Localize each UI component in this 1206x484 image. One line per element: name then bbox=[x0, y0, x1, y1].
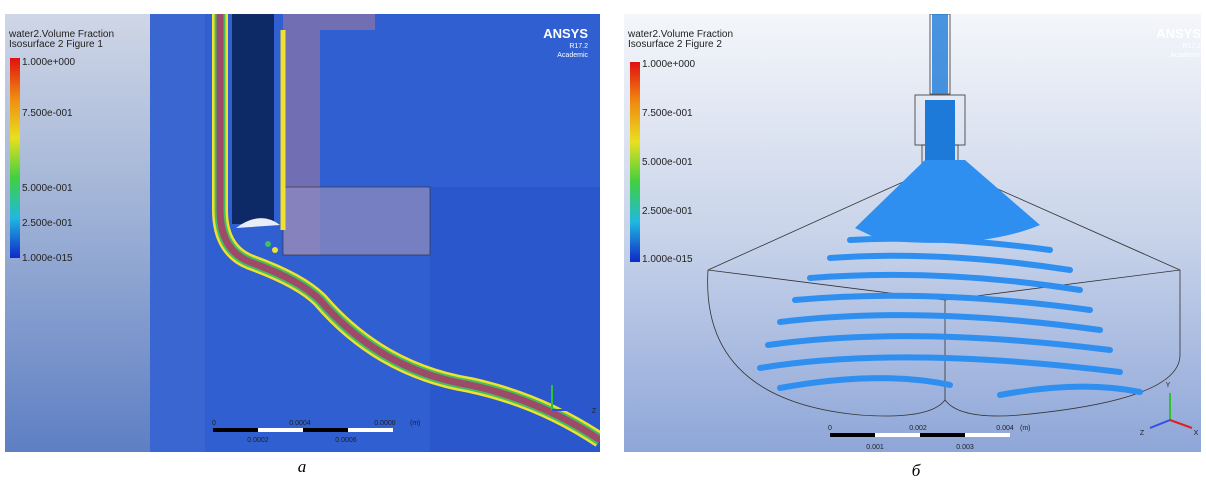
axis-label: Z bbox=[1140, 430, 1145, 437]
color-bar bbox=[630, 62, 640, 262]
figure: water2.Volume FractionIsosurface 2 Figur… bbox=[0, 0, 1206, 484]
legend-label: 7.500e-001 bbox=[642, 108, 693, 119]
scale-bar bbox=[875, 433, 920, 437]
nozzle bbox=[925, 100, 955, 160]
scale-label: (m) bbox=[1020, 425, 1031, 432]
domain-edge bbox=[150, 14, 205, 452]
axis-label: X bbox=[1194, 430, 1199, 437]
logo: ANSYS bbox=[543, 26, 588, 41]
scale-label: 0 bbox=[828, 425, 832, 432]
scale-bar bbox=[830, 433, 875, 437]
scale-label: 0 bbox=[212, 420, 216, 427]
outer-region bbox=[430, 187, 600, 452]
droplet bbox=[265, 241, 271, 247]
droplet bbox=[272, 247, 278, 253]
scale-label: 0.001 bbox=[866, 444, 884, 451]
scale-label: 0.0006 bbox=[335, 437, 357, 444]
legend-label: 5.000e-001 bbox=[22, 183, 73, 194]
wall bbox=[283, 14, 375, 30]
nozzle bbox=[932, 14, 948, 94]
legend-label: 2.500e-001 bbox=[22, 218, 73, 229]
legend-label: 1.000e-015 bbox=[22, 253, 73, 264]
scale-bar bbox=[258, 428, 303, 432]
scale-label: 0.0008 bbox=[374, 420, 396, 427]
subtitle: Isosurface 2 Figure 1 bbox=[9, 39, 103, 50]
legend-label: 2.500e-001 bbox=[642, 206, 693, 217]
logo: ANSYS bbox=[1156, 26, 1201, 41]
scale-label: 0.0002 bbox=[247, 437, 269, 444]
subtitle: Isosurface 2 Figure 2 bbox=[628, 39, 722, 50]
caption: а bbox=[298, 457, 307, 476]
license: Academic bbox=[557, 52, 588, 59]
scale-bar bbox=[348, 428, 393, 432]
legend-label: 5.000e-001 bbox=[642, 157, 693, 168]
color-bar bbox=[10, 58, 20, 258]
axis-label: Y bbox=[1166, 382, 1171, 389]
wall bbox=[283, 187, 430, 255]
scale-bar bbox=[920, 433, 965, 437]
scale-bar bbox=[213, 428, 258, 432]
caption: б bbox=[912, 461, 921, 480]
version: R17.2 bbox=[569, 43, 588, 50]
scale-label: 0.004 bbox=[996, 425, 1014, 432]
panel-b bbox=[624, 14, 1201, 452]
scale-label: 0.002 bbox=[909, 425, 927, 432]
scale-label: (m) bbox=[410, 420, 421, 427]
legend-label: 7.500e-001 bbox=[22, 108, 73, 119]
legend-label: 1.000e-015 bbox=[642, 254, 693, 265]
channel bbox=[232, 14, 274, 224]
version: R17.2 bbox=[1182, 43, 1201, 50]
legend-label: 1.000e+000 bbox=[642, 59, 696, 70]
scale-bar bbox=[303, 428, 348, 432]
panel-a bbox=[5, 14, 600, 452]
axis-label: Z bbox=[592, 408, 597, 415]
scale-label: 0.0004 bbox=[289, 420, 311, 427]
scale-bar bbox=[965, 433, 1010, 437]
legend-label: 1.000e+000 bbox=[22, 57, 76, 68]
scale-label: 0.003 bbox=[956, 444, 974, 451]
license: Academic bbox=[1170, 52, 1201, 59]
